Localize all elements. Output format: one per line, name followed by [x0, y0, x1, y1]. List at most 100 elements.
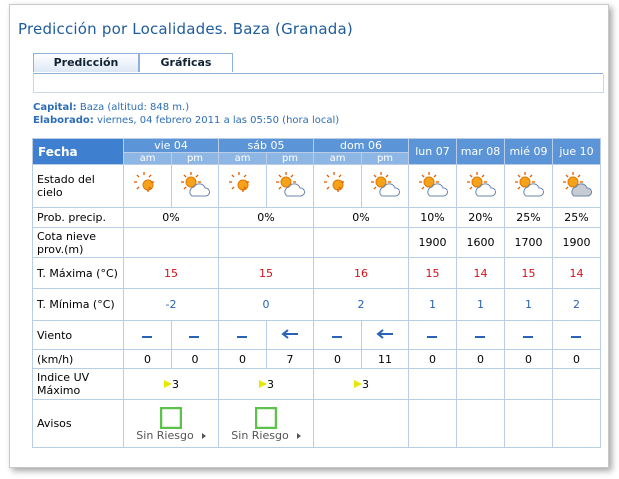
sky-cell	[218, 164, 267, 208]
half-header: am	[218, 152, 267, 165]
cell: 25%	[504, 207, 553, 228]
warning-label: Sin Riesgo	[124, 429, 218, 442]
cell: 16	[313, 257, 409, 289]
weather-icon	[562, 171, 592, 196]
cell	[218, 227, 314, 258]
wind-cell	[313, 320, 362, 350]
wind-calm	[189, 335, 199, 338]
day-header: lun 07	[408, 138, 457, 165]
tab[interactable]: Predicción	[33, 53, 139, 72]
cell: 0	[123, 349, 172, 369]
cell	[408, 399, 457, 448]
info-elaborado: Elaborado: viernes, 04 febrero 2011 a la…	[33, 115, 339, 126]
arrow[interactable]	[296, 433, 301, 439]
cell	[123, 227, 219, 258]
cell	[408, 368, 457, 400]
cell	[504, 368, 553, 400]
day-header: sáb 05	[218, 138, 314, 153]
weather-icon	[514, 171, 544, 196]
row-label: Prob. precip.	[32, 207, 124, 228]
wind-calm	[474, 335, 485, 338]
sky-cell	[456, 164, 505, 208]
day-header: mié 09	[504, 138, 553, 165]
wind-cell	[266, 320, 314, 350]
cell: 2	[313, 288, 409, 321]
table-row: Cota nieve prov.(m) 1900 1600 1700 1900	[32, 227, 601, 258]
tab-line	[33, 73, 603, 74]
wind-cell	[171, 320, 219, 350]
cell: 0	[408, 349, 457, 369]
uv-flag	[164, 379, 172, 388]
warning-box	[255, 407, 277, 429]
value: viernes, 04 febrero 2011 a las 05:50 (ho…	[96, 115, 340, 126]
table-row: Prob. precip. 0% 0% 0% 10% 20% 25% 25%	[32, 207, 601, 228]
half-header: am	[123, 152, 172, 165]
sky-cell	[171, 164, 219, 208]
table-row: (km/h) 0 0 0 7 0 11 0 0 0 0	[32, 349, 601, 369]
weather-icon	[466, 171, 496, 196]
half-header: am	[313, 152, 362, 165]
wind-cell	[361, 320, 409, 350]
wind-arrow	[281, 328, 298, 339]
row-label: (km/h)	[32, 349, 124, 369]
cell: 0	[313, 349, 362, 369]
weather-icon	[371, 171, 400, 196]
day-header: mar 08	[456, 138, 505, 165]
header-row: Fecha vie 04 sáb 05 dom 06 lun 07 mar 08 mié 0…	[32, 138, 601, 165]
tab-panel	[33, 74, 604, 93]
label: Capital:	[33, 102, 77, 113]
tab[interactable]: Gráficas	[139, 53, 233, 72]
weather-icon	[323, 171, 344, 192]
cell: Sin Riesgo	[218, 399, 314, 448]
info-capital: Capital: Baza (altitud: 848 m.)	[33, 102, 189, 113]
corner-header: Fecha	[32, 138, 124, 165]
wind-cell	[456, 320, 505, 350]
cell: 1900	[408, 227, 457, 258]
label: Elaborado:	[33, 115, 94, 126]
weather-icon	[418, 171, 448, 196]
wind-calm	[522, 335, 533, 338]
row-label: Viento	[32, 320, 124, 350]
value: Baza (altitud: 848 m.)	[79, 102, 190, 113]
weather-icon	[133, 171, 154, 192]
row-label: Estado del cielo	[32, 164, 124, 208]
wind-cell	[123, 320, 172, 350]
wind-calm	[426, 335, 437, 338]
sky-cell	[552, 164, 601, 208]
cell: 0	[218, 349, 267, 369]
sky-cell	[361, 164, 409, 208]
cell: 15	[504, 257, 553, 289]
arrow[interactable]	[201, 433, 206, 439]
cell: 0	[456, 349, 505, 369]
cell: 1	[408, 288, 457, 321]
window: Predicción por Localidades. Baza (Granad…	[9, 4, 609, 468]
cell: 1	[456, 288, 505, 321]
cell: 0	[552, 349, 601, 369]
warning-label: Sin Riesgo	[219, 429, 313, 442]
wind-cell	[552, 320, 601, 350]
cell: 3	[313, 368, 409, 400]
uv-flag	[354, 379, 362, 388]
cell: 3	[218, 368, 314, 400]
cell: 15	[408, 257, 457, 289]
weather-icon	[276, 171, 305, 196]
sky-cell	[123, 164, 172, 208]
cell: 1	[504, 288, 553, 321]
uv-value: 3	[172, 377, 179, 391]
cell: 1900	[552, 227, 601, 258]
wind-calm	[141, 335, 152, 338]
warning-text: Sin Riesgo	[231, 429, 289, 442]
uv-value: 3	[362, 377, 369, 391]
weather-icon	[181, 171, 210, 196]
cell: 2	[552, 288, 601, 321]
wind-calm	[570, 335, 581, 338]
forecast-table: Fecha vie 04 sáb 05 dom 06 lun 07 mar 08 mié 0…	[32, 138, 601, 448]
cell: Sin Riesgo	[123, 399, 219, 448]
table-row: T. Mínima (°C) -2 0 2 1 1 1 2	[32, 288, 601, 321]
row-label: Indice UV Máximo	[32, 368, 124, 400]
half-header: pm	[171, 152, 219, 165]
day-header: jue 10	[552, 138, 601, 165]
sky-cell	[266, 164, 314, 208]
cell: 15	[123, 257, 219, 289]
wind-cell	[504, 320, 553, 350]
